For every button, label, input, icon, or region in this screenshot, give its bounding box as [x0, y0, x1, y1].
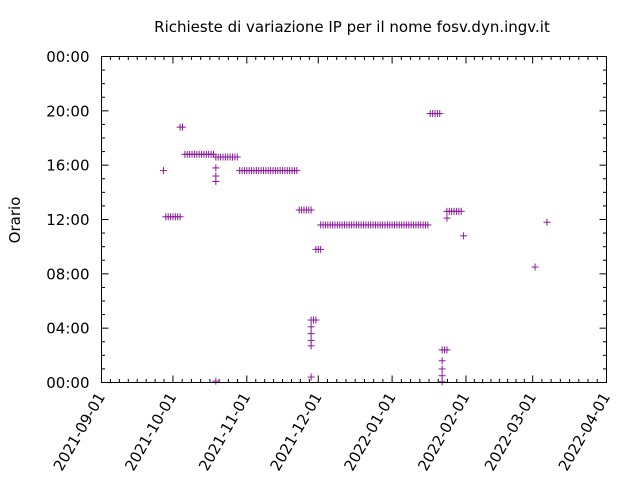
data-points: [159, 110, 551, 386]
data-point: [436, 110, 444, 118]
data-point: [531, 263, 539, 271]
y-tick-label: 20:00: [46, 102, 89, 120]
x-tick-label: 2021-12-01: [267, 390, 326, 475]
data-point: [233, 153, 241, 161]
y-tick-label: 12:00: [46, 211, 89, 229]
y-axis-label: Orario: [6, 197, 24, 244]
data-point: [307, 373, 315, 381]
data-point: [438, 357, 446, 365]
data-point: [178, 123, 186, 131]
x-tick-label: 2022-02-01: [414, 389, 473, 474]
x-tick-label: 2022-01-01: [340, 390, 399, 475]
data-point: [317, 245, 325, 253]
data-point: [460, 232, 468, 240]
y-tick-label: 00:00: [46, 374, 89, 392]
x-tick-label: 2022-03-01: [481, 390, 540, 475]
data-point: [293, 167, 301, 175]
data-point: [307, 342, 315, 350]
chart-title: Richieste di variazione IP per il nome f…: [154, 18, 550, 36]
data-point: [424, 221, 432, 229]
data-point: [212, 377, 220, 385]
y-tick-label: 04:00: [46, 320, 89, 338]
plot-frame: [101, 56, 607, 383]
data-point: [438, 365, 446, 373]
data-point: [443, 214, 451, 222]
x-tick-label: 2022-04-01: [555, 390, 614, 475]
y-tick-label: 16:00: [46, 157, 89, 175]
data-point: [438, 372, 446, 380]
data-point: [212, 177, 220, 185]
data-point: [312, 316, 320, 324]
data-point: [457, 207, 465, 215]
data-point: [438, 378, 446, 386]
data-point: [176, 213, 184, 221]
data-point: [159, 167, 167, 175]
data-point: [543, 218, 551, 226]
y-tick-label: 00:00: [46, 48, 89, 66]
x-tick-label: 2021-11-01: [195, 390, 254, 475]
x-tick-label: 2021-09-01: [50, 390, 109, 475]
axis-ticks: 00:0004:0008:0012:0016:0020:0000:002021-…: [46, 48, 614, 474]
x-tick-label: 2021-10-01: [121, 390, 180, 475]
data-point: [212, 164, 220, 172]
data-point: [307, 323, 315, 331]
data-point: [443, 346, 451, 354]
data-point: [307, 330, 315, 338]
data-point: [307, 206, 315, 214]
y-tick-label: 08:00: [46, 265, 89, 283]
